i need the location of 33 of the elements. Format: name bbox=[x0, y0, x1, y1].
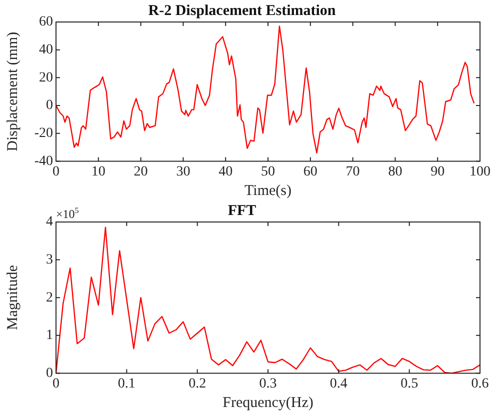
y-tick-label: 20 bbox=[39, 70, 53, 86]
x-tick-label: 70 bbox=[346, 164, 360, 180]
y-axis-title: Displacement (mm) bbox=[4, 32, 21, 152]
x-tick-label: 60 bbox=[303, 164, 318, 180]
y-tick-label: 1 bbox=[46, 328, 53, 344]
y-tick-label: 2 bbox=[46, 290, 53, 306]
x-axis-title: Frequency(Hz) bbox=[222, 394, 314, 411]
x-tick-label: 0.5 bbox=[400, 376, 418, 392]
y-tick-label: 0 bbox=[46, 366, 53, 381]
chart-title: R-2 Displacement Estimation bbox=[148, 2, 336, 19]
x-tick-label: 20 bbox=[134, 164, 148, 180]
x-tick-label: 50 bbox=[261, 164, 275, 180]
x-tick-label: 0.3 bbox=[259, 376, 277, 392]
x-tick-label: 0.4 bbox=[330, 376, 348, 392]
x-tick-label: 30 bbox=[176, 164, 190, 180]
x-tick-label: 0.6 bbox=[471, 376, 489, 392]
y-tick-label: 0 bbox=[46, 98, 53, 114]
y-tick-label: 60 bbox=[39, 14, 53, 30]
x-tick-label: 10 bbox=[91, 164, 106, 180]
x-tick-label: 80 bbox=[388, 164, 402, 180]
y-tick-label: 40 bbox=[39, 42, 53, 58]
x-tick-label: 90 bbox=[430, 164, 445, 180]
y-tick-label: 4 bbox=[46, 214, 53, 230]
x-tick-label: 100 bbox=[470, 164, 490, 180]
x-tick-label: 0.1 bbox=[118, 376, 136, 392]
y-tick-label: 3 bbox=[46, 252, 53, 268]
x-tick-label: 0.2 bbox=[188, 376, 206, 392]
x-tick-label: 40 bbox=[218, 164, 233, 180]
y-axis-title: Magnitude bbox=[4, 264, 21, 330]
x-axis-title: Time(s) bbox=[244, 182, 292, 199]
y-tick-label: -40 bbox=[34, 154, 53, 169]
y-tick-label: -20 bbox=[34, 126, 53, 142]
chart-title: FFT bbox=[228, 202, 256, 219]
